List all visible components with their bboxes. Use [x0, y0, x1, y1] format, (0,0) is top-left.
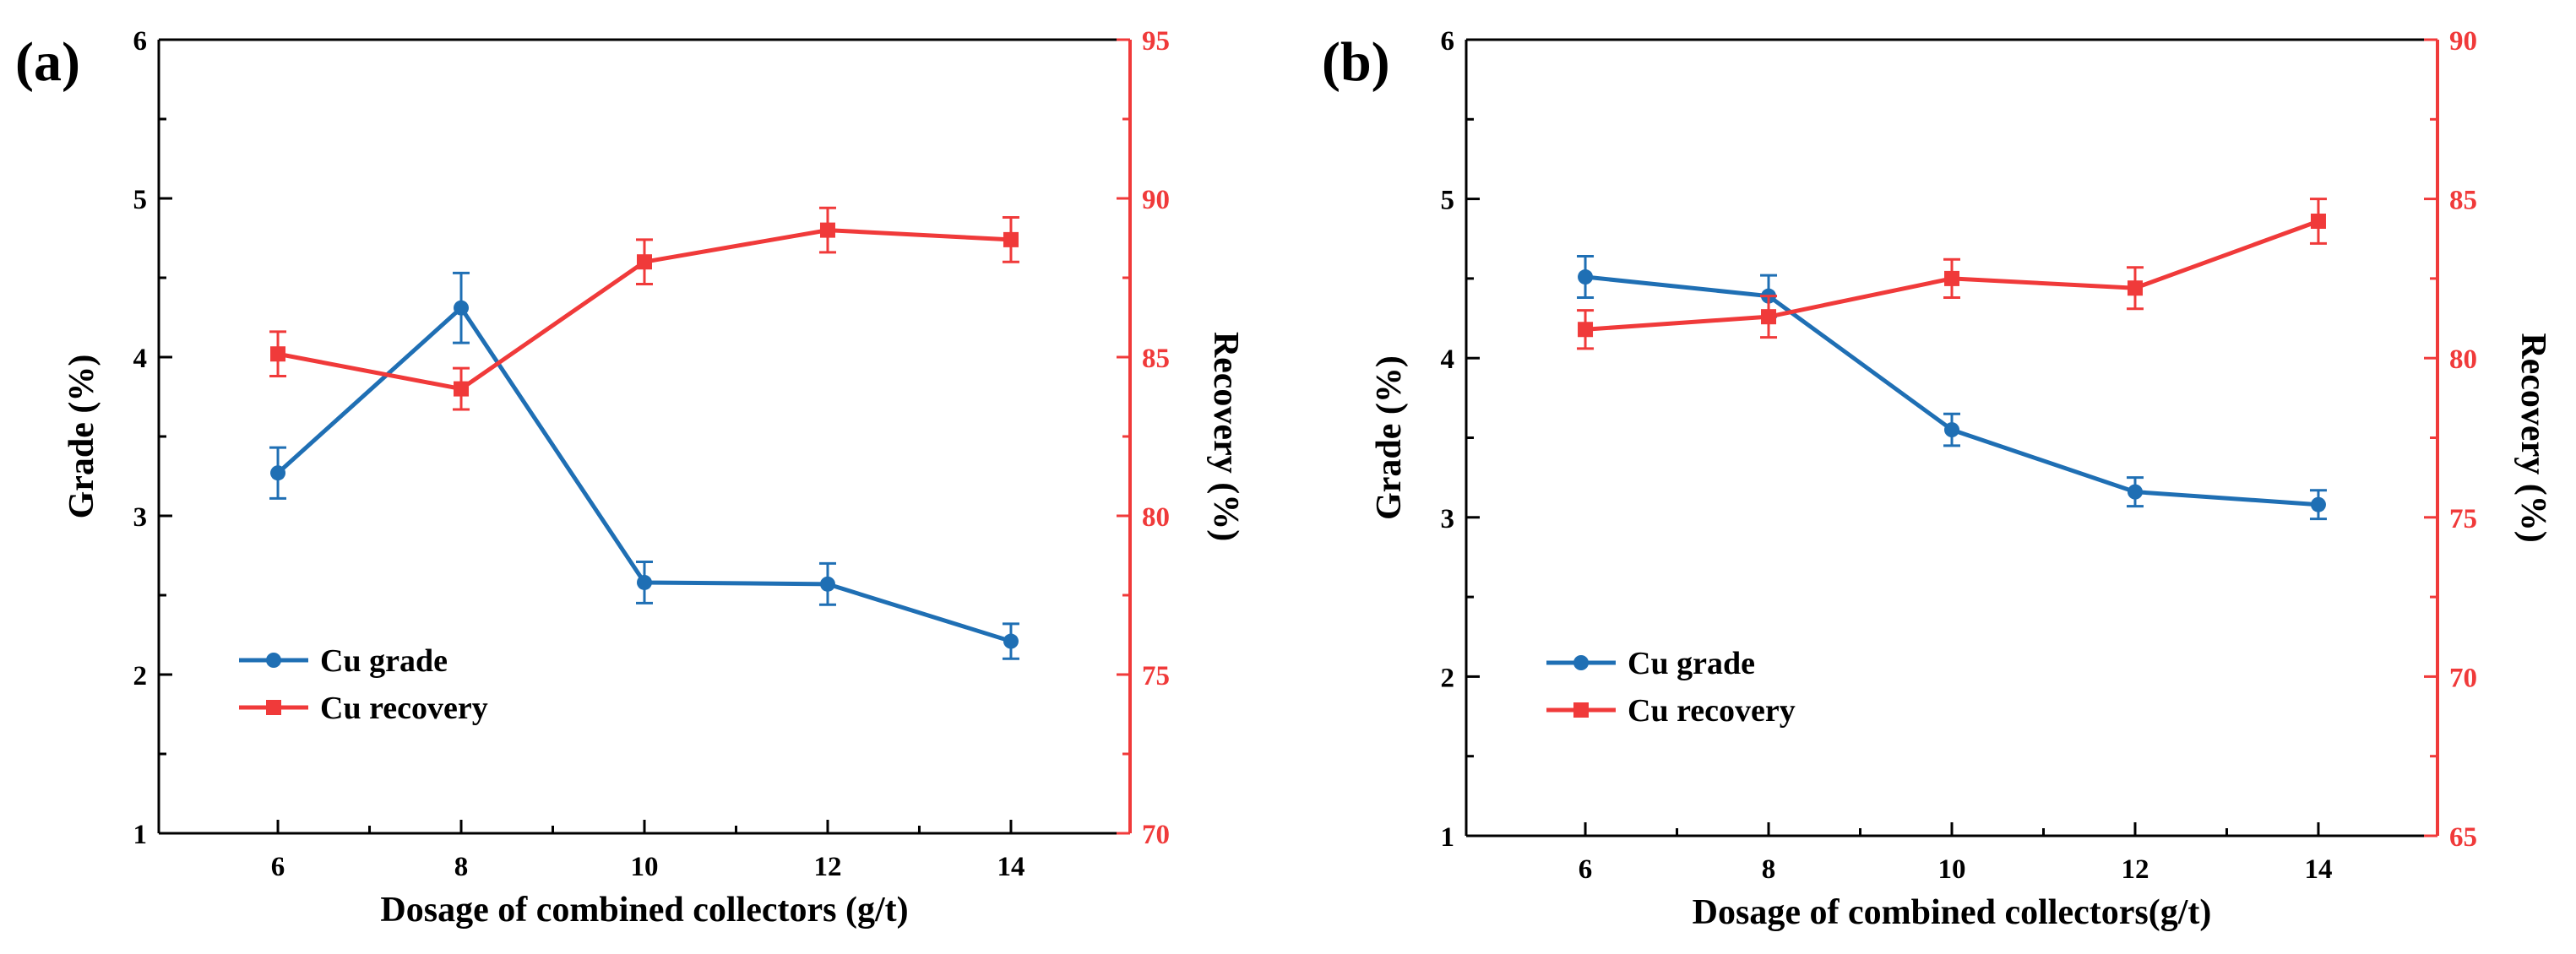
left-y-axis-title: Grade (%): [1370, 355, 1409, 520]
legend-recovery-marker: [266, 700, 281, 715]
left-y-axis-title: Grade (%): [62, 355, 101, 519]
grade-point: [819, 576, 835, 592]
recovery-point: [1578, 322, 1594, 338]
x-tick-label: 8: [454, 852, 469, 882]
recovery-point: [637, 254, 652, 270]
recovery-point: [1003, 231, 1019, 247]
legend-grade-marker: [1573, 655, 1589, 670]
right-y-tick-label: 70: [1142, 820, 1170, 850]
right-y-tick-label: 90: [2449, 26, 2477, 57]
right-y-tick-label: 80: [2449, 344, 2477, 375]
right-y-tick-label: 80: [1142, 502, 1170, 533]
grade-point: [1944, 422, 1959, 438]
left-y-tick-label: 1: [1441, 822, 1455, 853]
grade-series-line: [1584, 274, 2319, 507]
x-axis-title: Dosage of combined collectors(g/t): [1693, 893, 2212, 932]
legend-grade-label: Cu grade: [320, 643, 448, 679]
right-y-tick-label: 90: [1142, 185, 1170, 215]
recovery-point: [1944, 270, 1959, 286]
x-tick-label: 12: [2121, 854, 2149, 885]
left-y-tick-label: 2: [133, 661, 148, 691]
grade-point: [1003, 633, 1019, 649]
x-tick-label: 8: [1762, 854, 1776, 885]
left-y-tick-label: 1: [133, 820, 148, 850]
left-y-tick-label: 6: [1441, 26, 1455, 57]
legend-grade-marker: [266, 653, 281, 668]
recovery-point: [2127, 280, 2143, 296]
legend-grade-label: Cu grade: [1628, 646, 1755, 681]
legend-recovery-label: Cu recovery: [1628, 693, 1796, 729]
legend-recovery-marker: [1573, 702, 1589, 718]
x-tick-label: 10: [1938, 854, 1966, 885]
right-y-tick-label: 70: [2449, 663, 2477, 693]
grade-point: [2310, 496, 2326, 512]
left-y-tick-label: 2: [1441, 663, 1455, 693]
grade-point: [1578, 269, 1594, 285]
right-y-tick-label: 75: [2449, 504, 2477, 534]
left-y-tick-label: 4: [133, 344, 148, 374]
grade-point: [454, 300, 470, 316]
recovery-point: [270, 346, 286, 362]
right-y-tick-label: 95: [1142, 26, 1170, 57]
left-y-tick-label: 5: [1441, 186, 1455, 216]
recovery-point: [2310, 214, 2326, 230]
grade-point: [637, 574, 652, 590]
x-axis-title: Dosage of combined collectors (g/t): [380, 891, 908, 930]
left-y-tick-label: 3: [133, 502, 148, 533]
left-y-tick-label: 3: [1441, 504, 1455, 534]
left-y-tick-label: 6: [133, 26, 148, 57]
left-y-tick-label: 4: [1441, 344, 1455, 375]
right-y-tick-label: 85: [2449, 186, 2477, 216]
right-y-axis-title: Recovery (%): [1206, 332, 1245, 541]
right-y-tick-label: 65: [2449, 822, 2477, 853]
panel-label: (b): [1322, 31, 1390, 93]
grade-point: [2127, 484, 2143, 500]
panel-label: (a): [15, 31, 80, 93]
right-y-axis-title: Recovery (%): [2514, 333, 2552, 542]
x-tick-label: 12: [813, 852, 841, 882]
left-y-tick-label: 5: [133, 185, 148, 215]
right-y-tick-label: 85: [1142, 344, 1170, 374]
right-y-tick-label: 75: [1142, 661, 1170, 691]
legend-recovery-label: Cu recovery: [320, 691, 488, 726]
recovery-point: [819, 222, 835, 238]
x-tick-label: 6: [1579, 854, 1593, 885]
x-tick-label: 14: [997, 852, 1024, 882]
x-tick-label: 14: [2304, 854, 2332, 885]
grade-point: [270, 465, 286, 481]
x-tick-label: 6: [271, 852, 285, 882]
recovery-point: [454, 381, 470, 397]
recovery-point: [1761, 309, 1777, 325]
x-tick-label: 10: [631, 852, 659, 882]
